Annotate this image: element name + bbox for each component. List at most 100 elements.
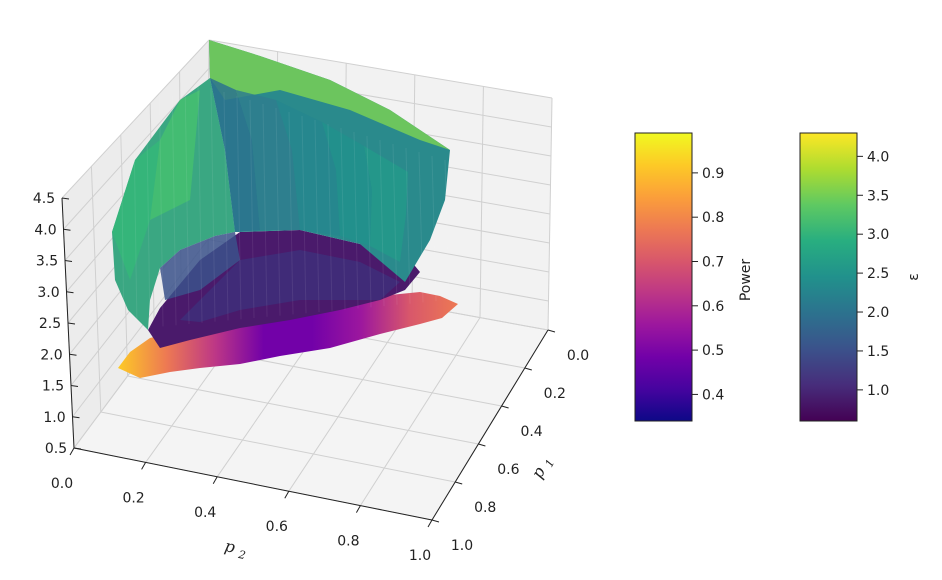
z-tick-mark [64, 260, 73, 262]
z-tick-mark [73, 447, 82, 450]
y-tick-label: 0.0 [567, 348, 589, 364]
y-tick-mark [524, 367, 532, 371]
y-tick-mark [478, 443, 486, 447]
y-tick-mark [501, 405, 509, 409]
y-tick-label: 0.2 [544, 386, 566, 402]
x-axis-label: p 2 [222, 536, 248, 562]
surface-mesh-line [379, 139, 385, 307]
z-tick-mark [63, 228, 71, 231]
surface-mesh-line [236, 95, 242, 320]
x-tick-label: 0.6 [266, 519, 288, 535]
z-tick-label: 3.0 [37, 285, 59, 301]
grid-line [359, 317, 481, 506]
y-axis-label-sub: 1 [543, 457, 558, 469]
surface-mesh-line [431, 155, 437, 302]
colorbar-epsilon-label: ε [906, 273, 922, 281]
colorbar-epsilon-ticks: 1.0 1.5 2.0 2.5 3.0 3.5 4.0 [857, 149, 889, 399]
surface-mesh-band [112, 140, 160, 280]
z-axis-ticks: 0.5 1.0 1.5 2.0 2.5 3.0 3.5 4.0 4.5 [33, 191, 82, 457]
colorbar-tick-label: 2.0 [867, 305, 889, 321]
surface-mesh-line [158, 71, 164, 327]
grid-line [100, 411, 456, 483]
y-tick-mark [455, 481, 463, 485]
surface-mesh [112, 59, 450, 331]
x-tick-mark [284, 490, 290, 499]
x-tick-label: 1.0 [409, 548, 431, 564]
colorbar-power-ticks: 0.4 0.5 0.6 0.7 0.8 0.9 [692, 166, 724, 403]
surface-mesh-band [150, 90, 200, 220]
y-tick-mark [431, 519, 440, 523]
x-tick-label: 0.8 [337, 534, 359, 550]
power-surface [118, 292, 458, 378]
z-tick-mark [66, 291, 74, 294]
surface-mesh-line [184, 79, 190, 325]
colorbar-tick-label: 1.0 [867, 383, 889, 399]
colorbar-epsilon-fill [799, 132, 858, 422]
grid-line [208, 39, 553, 99]
z-tick-mark [70, 385, 79, 387]
surface-mesh-line [405, 147, 411, 304]
colorbar-power-fill [634, 132, 693, 422]
y-tick-label: 1.0 [451, 538, 473, 554]
colorbar-power: 0.4 0.5 0.6 0.7 0.8 0.9 Power [634, 132, 754, 422]
x-tick-label: 0.4 [194, 505, 216, 521]
colorbar-tick-label: 0.6 [702, 299, 724, 315]
grid-line [63, 68, 210, 230]
surface-mesh-line [262, 103, 268, 317]
x-tick-mark [355, 505, 361, 513]
colorbar-epsilon: 1.0 1.5 2.0 2.5 3.0 3.5 4.0 ε [799, 132, 922, 422]
grid-line [288, 304, 413, 492]
surface-mesh-line [418, 151, 424, 303]
y-axis-label: p 1 [527, 453, 557, 483]
surface-plot: 0.5 1.0 1.5 2.0 2.5 3.0 3.5 4.0 4.5 0.0 0.2 0.4 0.6… [33, 39, 589, 564]
surface-mesh-line [223, 91, 229, 321]
x-tick-mark [69, 447, 75, 456]
surface-mesh-line [132, 63, 138, 329]
surface-mesh-line [366, 135, 372, 308]
y-axis-line [431, 329, 549, 521]
colorbar-power-label: Power [738, 259, 754, 302]
surface-mesh-band [210, 78, 260, 232]
y-tick-label: 0.4 [520, 424, 542, 440]
epsilon-surface-top [209, 40, 450, 150]
z-tick-label: 2.0 [40, 347, 62, 363]
y-tick-mark [547, 329, 556, 333]
surface-mesh-line [249, 99, 255, 319]
surface-mesh-line [327, 123, 333, 311]
x-axis-ticks: 0.0 0.2 0.4 0.6 0.8 1.0 [51, 447, 433, 564]
z-tick-label: 2.5 [39, 316, 61, 332]
z-tick-label: 4.0 [34, 222, 56, 238]
colorbar-tick-label: 3.0 [867, 227, 889, 243]
surface-mesh-line [119, 59, 125, 331]
x-axis-label-sub: 2 [236, 548, 247, 562]
surface-mesh-line [340, 127, 346, 310]
surface-mesh-line [314, 119, 320, 313]
surface-mesh-line [171, 75, 177, 326]
y-tick-label: 0.6 [497, 462, 519, 478]
surface-mesh-band [364, 146, 408, 262]
colorbar-tick-label: 3.5 [867, 188, 889, 204]
z-tick-label: 1.5 [42, 379, 64, 395]
z-tick-label: 4.5 [33, 191, 55, 207]
surface-mesh-line [301, 115, 307, 314]
x-tick-mark [141, 462, 147, 470]
grid-line [61, 39, 210, 199]
x-tick-mark [427, 519, 433, 528]
x-axis-line [73, 447, 433, 521]
surface-mesh-line [353, 131, 359, 309]
surface-mesh-line [444, 159, 450, 301]
grid-line [127, 375, 479, 445]
surface-mesh-band [276, 100, 340, 236]
colorbar-tick-label: 0.7 [702, 254, 724, 270]
colorbar-tick-label: 0.4 [702, 387, 724, 403]
surface-mesh-line [288, 111, 294, 315]
z-tick-mark [69, 353, 77, 356]
surface-mesh-line [145, 67, 151, 328]
colorbar-tick-label: 4.0 [867, 149, 889, 165]
surface-mesh-line [275, 107, 281, 316]
surface-mesh-line [392, 143, 398, 305]
x-tick-label: 0.0 [51, 476, 73, 492]
y-tick-label: 0.8 [474, 500, 496, 516]
surface-mesh-band [180, 250, 400, 322]
